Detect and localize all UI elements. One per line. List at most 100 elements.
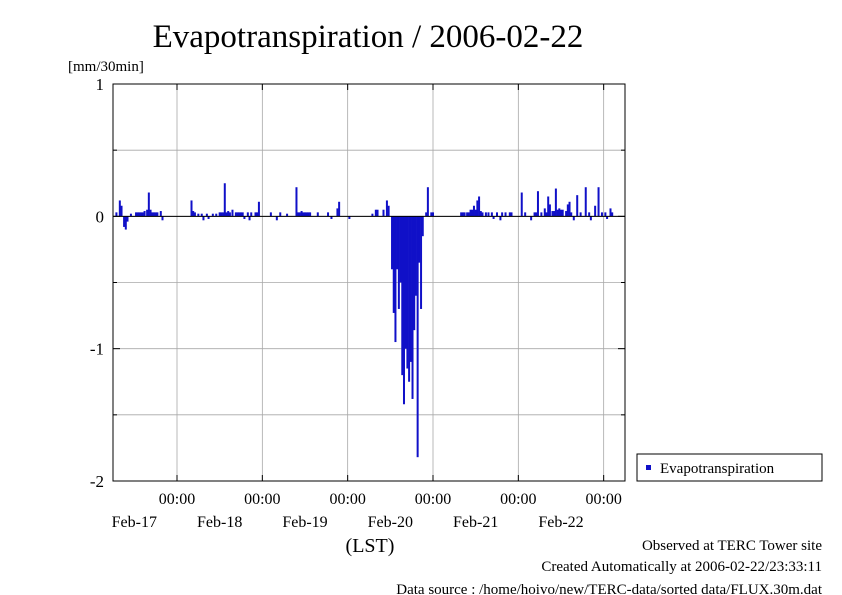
bar <box>190 200 193 217</box>
bar <box>418 216 421 263</box>
x-axis-label: (LST) <box>346 535 395 557</box>
bar <box>371 213 374 217</box>
series-evapotranspiration <box>115 183 614 458</box>
footer-source: Data source : /home/hoivo/new/TERC-data/… <box>396 582 823 595</box>
bar <box>476 200 479 217</box>
bar <box>536 191 539 217</box>
bar <box>479 211 482 217</box>
bar <box>430 212 433 217</box>
bar <box>141 212 144 217</box>
bar <box>520 192 523 217</box>
bar <box>611 212 614 217</box>
bar <box>151 212 154 217</box>
bar <box>543 208 546 217</box>
x-axis: 00:00Feb-1700:00Feb-1800:00Feb-1900:00Fe… <box>112 84 622 531</box>
bar <box>154 212 157 217</box>
bar <box>330 216 333 219</box>
bar <box>205 213 208 217</box>
bar <box>530 216 533 221</box>
bar <box>223 183 226 217</box>
bar <box>401 216 404 376</box>
bar <box>474 209 477 217</box>
bar <box>302 212 305 217</box>
bar <box>227 211 230 217</box>
bar <box>300 211 303 217</box>
bar <box>501 212 504 217</box>
bar <box>257 201 260 217</box>
bar <box>129 213 132 217</box>
bar <box>298 212 301 217</box>
bar <box>161 216 164 221</box>
bar <box>508 212 511 217</box>
bar <box>152 212 155 217</box>
y-tick-label: 0 <box>96 207 105 226</box>
y-axis-unit-label: [mm/30min] <box>68 59 144 75</box>
bar <box>568 201 571 217</box>
bar <box>394 216 397 343</box>
bar <box>243 216 246 219</box>
bar <box>540 212 543 217</box>
bar <box>409 216 412 362</box>
bar <box>238 212 241 217</box>
bar <box>382 209 385 217</box>
bar <box>231 209 234 217</box>
bar <box>387 205 390 217</box>
bar <box>126 216 129 222</box>
bar <box>286 213 289 217</box>
bar <box>124 216 127 230</box>
bar <box>490 212 493 217</box>
bar <box>397 216 400 309</box>
bar <box>269 212 272 217</box>
legend: Evapotranspiration <box>636 453 823 482</box>
bar <box>304 212 306 217</box>
bar <box>279 212 282 217</box>
bar <box>545 212 548 217</box>
bar <box>123 216 126 227</box>
bar <box>413 216 416 331</box>
bar <box>597 187 600 217</box>
bar <box>402 216 405 405</box>
bar <box>570 212 573 217</box>
bar <box>147 192 150 217</box>
y-tick-label: -2 <box>90 472 104 491</box>
footer-observed: Observed at TERC Tower site <box>642 538 822 554</box>
x-tick-time-label: 00:00 <box>159 491 195 508</box>
bar <box>218 212 221 217</box>
grid-lines <box>113 84 625 481</box>
bar <box>406 216 409 369</box>
bar <box>492 216 495 219</box>
bar <box>336 208 339 217</box>
bar <box>140 212 143 217</box>
bar <box>588 212 591 217</box>
bar <box>309 212 312 217</box>
y-tick-label: 1 <box>96 75 105 94</box>
bar <box>307 212 310 217</box>
bar <box>211 213 214 217</box>
bar <box>579 212 582 217</box>
bar <box>504 212 507 217</box>
bar <box>414 216 417 296</box>
bar <box>254 212 257 217</box>
bar <box>143 211 146 217</box>
x-tick-date-label: Feb-17 <box>112 514 157 531</box>
bar <box>156 212 159 217</box>
bar <box>136 212 139 217</box>
x-tick-date-label: Feb-20 <box>368 514 413 531</box>
bar <box>250 212 253 217</box>
bar <box>466 212 469 217</box>
bar <box>236 212 239 217</box>
bar <box>560 209 562 217</box>
bar <box>192 211 195 217</box>
bar <box>404 216 407 349</box>
bar <box>297 212 300 217</box>
bar <box>463 212 466 217</box>
bar <box>240 212 242 217</box>
bar <box>496 212 498 217</box>
bar <box>202 216 205 221</box>
legend-label: Evapotranspiration <box>660 461 775 477</box>
bar <box>220 212 223 217</box>
chart-title: Evapotranspiration / 2006-02-22 <box>153 19 584 55</box>
legend-swatch <box>646 465 651 470</box>
bar <box>561 209 564 217</box>
